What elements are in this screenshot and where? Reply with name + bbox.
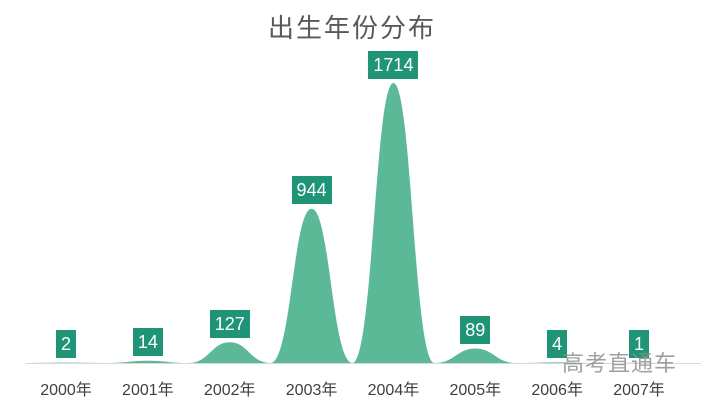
data-label-badge: 14 bbox=[132, 328, 163, 357]
x-axis-label: 2005年 bbox=[449, 382, 502, 399]
area-peak-2002年 bbox=[188, 342, 271, 363]
x-axis-label: 2001年 bbox=[122, 382, 174, 399]
data-label-badge: 1 bbox=[629, 330, 650, 359]
x-axis-label: 2002年 bbox=[203, 382, 256, 399]
data-label-badge: 1714 bbox=[368, 50, 419, 79]
data-label-badge: 2 bbox=[55, 330, 77, 359]
chart-title: 出生年份分布 bbox=[267, 14, 436, 44]
x-axis-label: 2000年 bbox=[40, 382, 92, 399]
data-label-badge: 89 bbox=[460, 315, 491, 344]
x-axis-label: 2006年 bbox=[531, 382, 583, 399]
watermark: 高考直通车 bbox=[562, 351, 678, 376]
x-axis-label: 2003年 bbox=[285, 382, 338, 399]
area-peak-2006年 bbox=[516, 362, 599, 363]
data-label-badge: 127 bbox=[209, 309, 250, 338]
area-peak-2001年 bbox=[106, 360, 189, 363]
x-axis-label: 2004年 bbox=[367, 382, 420, 399]
area-peak-2003年 bbox=[270, 208, 353, 363]
data-label-badge: 4 bbox=[547, 329, 568, 358]
area-peak-2004年 bbox=[352, 83, 435, 363]
data-label-badge: 944 bbox=[291, 176, 332, 205]
x-axis-label: 2007年 bbox=[613, 382, 665, 399]
area-peak-2005年 bbox=[434, 348, 517, 363]
